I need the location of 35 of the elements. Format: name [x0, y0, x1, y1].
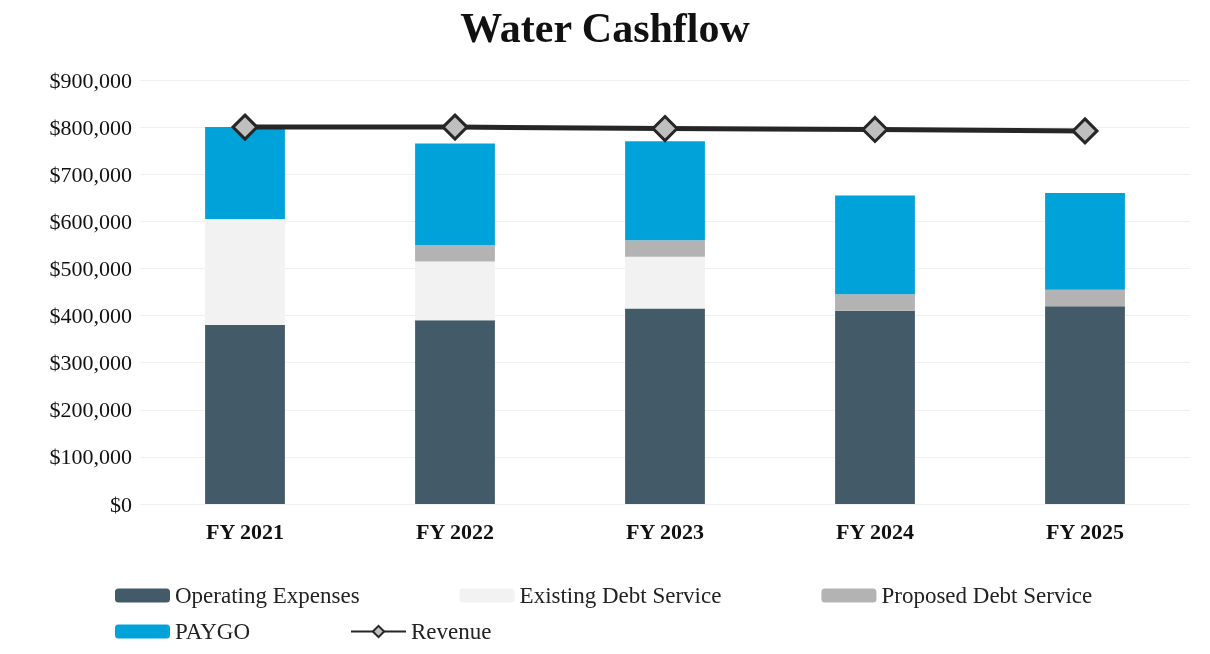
bar [625, 141, 705, 241]
bar [415, 244, 495, 262]
y-tick-label: $300,000 [49, 350, 132, 376]
bar [835, 195, 915, 295]
bar [1045, 289, 1125, 307]
y-tick-label: $0 [110, 491, 132, 517]
y-tick-label: $700,000 [49, 161, 132, 187]
bar [415, 320, 495, 504]
y-tick-label: $400,000 [49, 303, 132, 329]
bar [205, 324, 285, 504]
y-tick-label: $200,000 [49, 397, 132, 423]
bar [625, 240, 705, 257]
bar [835, 310, 915, 504]
bar [415, 143, 495, 245]
x-tick-label: FY 2021 [205, 518, 285, 544]
bar [205, 127, 285, 219]
y-tick-label: $800,000 [49, 114, 132, 140]
y-tick-label: $500,000 [49, 255, 132, 281]
x-tick-label: FY 2024 [835, 518, 915, 544]
y-tick-label: $100,000 [49, 444, 132, 470]
x-tick-label: FY 2023 [625, 518, 705, 544]
chart-title: Water Cashflow [460, 5, 751, 51]
y-tick-label: $600,000 [49, 208, 132, 234]
legend-label: Proposed Debt Service [881, 583, 1093, 608]
x-tick-label: FY 2025 [1045, 518, 1125, 544]
legend-label: Existing Debt Service [519, 583, 722, 608]
x-tick-label: FY 2022 [415, 518, 495, 544]
bar [835, 294, 915, 311]
legend-label: Revenue [411, 619, 492, 644]
y-tick-label: $900,000 [49, 67, 132, 93]
legend-label: PAYGO [175, 619, 251, 644]
bar [1045, 193, 1125, 290]
bar [625, 308, 705, 504]
legend-label: Operating Expenses [175, 583, 360, 608]
bar [1045, 306, 1125, 504]
